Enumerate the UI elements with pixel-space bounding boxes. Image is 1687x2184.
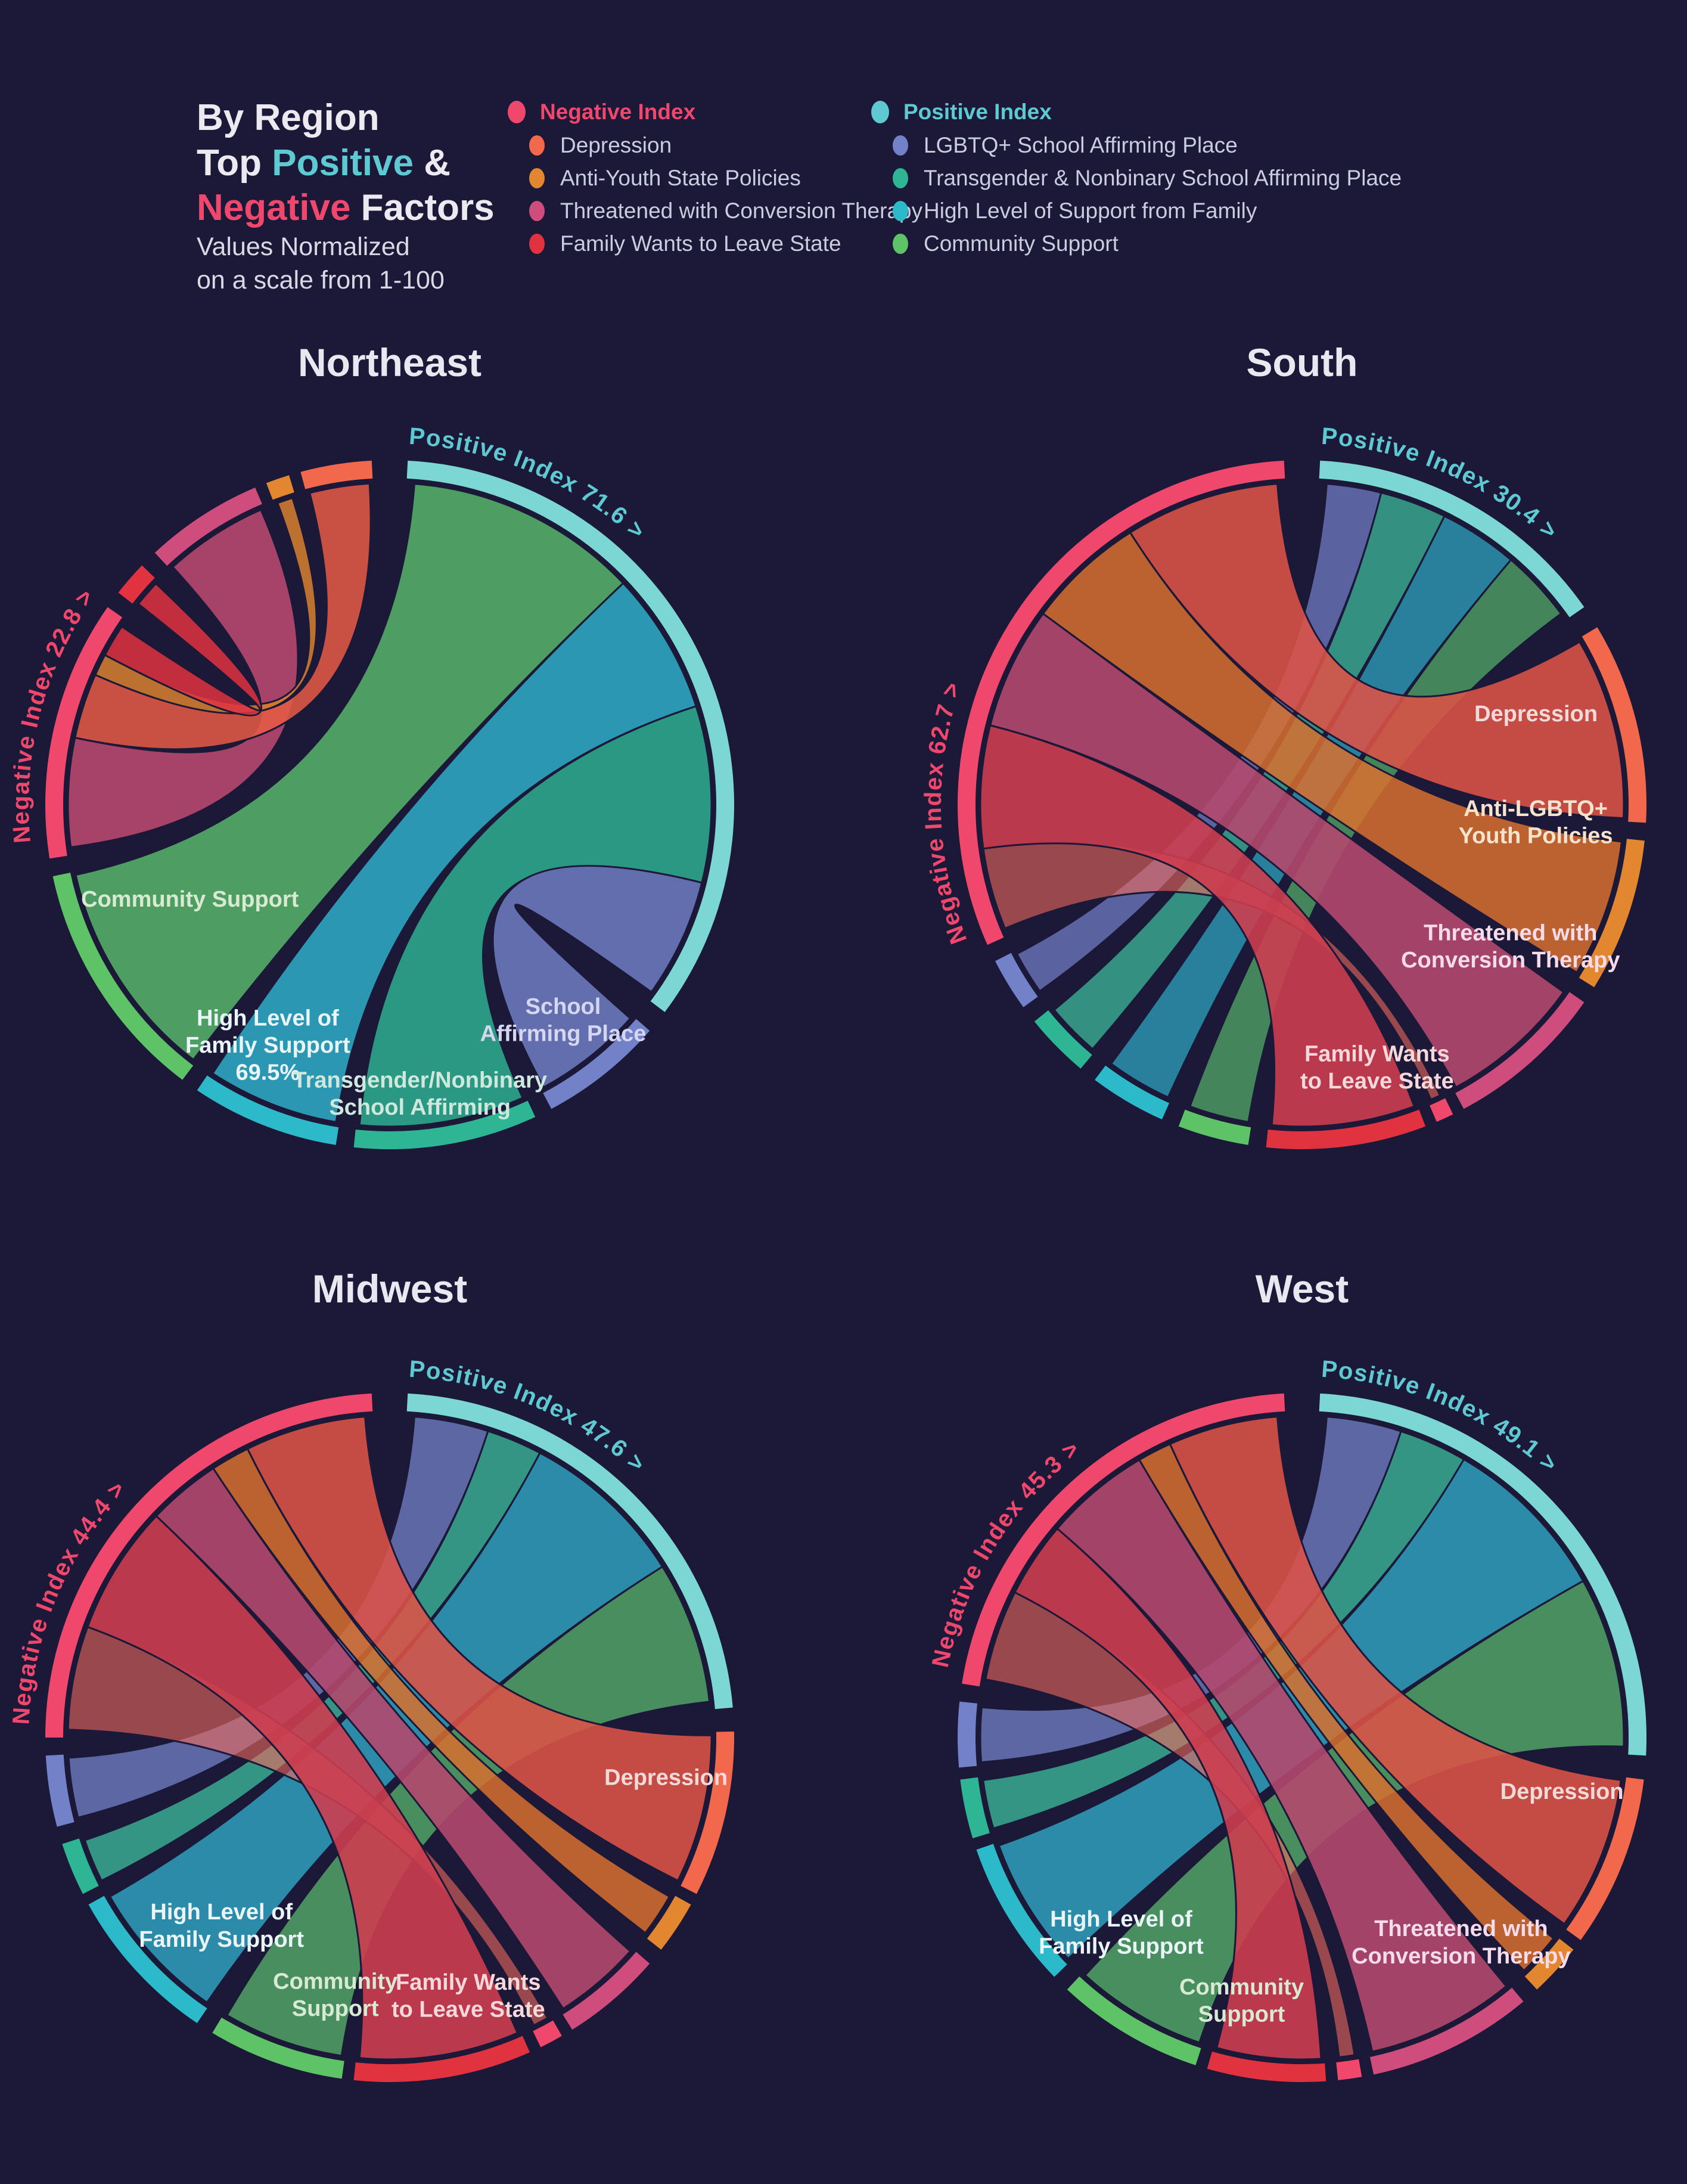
legend-item-family-support: High Level of Support from Family xyxy=(893,194,1402,227)
region-title-midwest: Midwest xyxy=(312,1267,468,1311)
region-title-south: South xyxy=(1246,340,1358,384)
legend-positive-header: Positive Index xyxy=(871,95,1402,128)
page-title-line2: Top Positive & xyxy=(197,141,495,186)
family-leave-state-dot-icon xyxy=(529,233,545,254)
legend-item-label: High Level of Support from Family xyxy=(924,198,1257,223)
legend-item-label: Anti-Youth State Policies xyxy=(560,165,801,190)
lgbtq-school-affirming-dot-icon xyxy=(893,135,908,156)
community-support-dot-icon xyxy=(893,233,908,254)
legend-positive-header-label: Positive Index xyxy=(903,99,1052,124)
conversion-therapy-dot-icon xyxy=(529,200,545,221)
region-title-northeast: Northeast xyxy=(297,340,482,384)
legend-item-lgbtq-school-affirming: LGBTQ+ School Affirming Place xyxy=(893,129,1402,162)
legend-negative-column: Negative Index Depression Anti-Youth Sta… xyxy=(508,95,922,260)
anti-youth-policies-dot-icon xyxy=(529,167,545,188)
negative-index-dot-icon xyxy=(508,100,526,123)
title-text: & xyxy=(414,142,451,184)
title-negative-word: Negative xyxy=(197,187,351,229)
chord-diagram-west: Positive Index 49.1 > Negative Index 45.3… xyxy=(915,1350,1687,2125)
legend-item-community-support: Community Support xyxy=(893,227,1402,260)
page-title: By Region xyxy=(197,97,380,138)
legend-negative-header-label: Negative Index xyxy=(540,99,696,124)
legend-item-label: Threatened with Conversion Therapy xyxy=(560,198,923,223)
legend-item-conversion-therapy: Threatened with Conversion Therapy xyxy=(529,194,922,227)
subtitle-line1: Values Normalized xyxy=(197,232,410,261)
chord-svg-midwest: Positive Index 47.6 >Negative Index 44.4… xyxy=(8,1356,734,2082)
title-text: Top xyxy=(197,142,272,184)
svg-text:Depression: Depression xyxy=(1474,702,1598,727)
title-block: By Region Top Positive & Negative Factor… xyxy=(197,95,495,297)
trans-nonbinary-school-dot-icon xyxy=(893,167,908,188)
legend-negative-header: Negative Index xyxy=(508,95,922,128)
legend-item-trans-nonbinary-school: Transgender & Nonbinary School Affirming… xyxy=(893,162,1402,194)
page-title-line3: Negative Factors xyxy=(197,185,495,231)
legend-item-family-leave-state: Family Wants to Leave State xyxy=(529,227,922,260)
chord-diagram-south: Positive Index 30.4 > Negative Index 62.7… xyxy=(915,417,1687,1192)
title-positive-word: Positive xyxy=(272,142,414,184)
chord-svg-south: Positive Index 30.4 >Negative Index 62.7… xyxy=(920,423,1647,1149)
chord-svg-west: Positive Index 49.1 >Negative Index 45.3… xyxy=(927,1356,1647,2082)
family-support-dot-icon xyxy=(893,200,908,221)
legend-item-label: Family Wants to Leave State xyxy=(560,231,841,256)
title-text: Factors xyxy=(350,187,495,229)
chord-svg-northeast: Positive Index 71.6 >Negative Index 22.8… xyxy=(8,423,735,1149)
svg-text:Depression: Depression xyxy=(604,1766,728,1791)
positive-index-dot-icon xyxy=(871,100,889,123)
region-title-west: West xyxy=(1255,1267,1349,1311)
chord-diagram-northeast: Positive Index 71.6 > Negative Index 22.8… xyxy=(2,417,777,1192)
legend-item-label: Depression xyxy=(560,132,672,157)
chord-diagram-midwest: Positive Index 47.6 > Negative Index 44.4… xyxy=(2,1350,777,2125)
depression-dot-icon xyxy=(529,135,545,156)
legend-item-label: LGBTQ+ School Affirming Place xyxy=(924,132,1238,157)
subtitle-line2: on a scale from 1-100 xyxy=(197,265,445,294)
legend-item-anti-youth-policies: Anti-Youth State Policies xyxy=(529,162,922,194)
svg-text:Depression: Depression xyxy=(1500,1779,1624,1804)
legend-item-depression: Depression xyxy=(529,129,922,162)
legend-positive-column: Positive Index LGBTQ+ School Affirming P… xyxy=(871,95,1402,260)
svg-text:Anti-LGBTQ+Youth Policies: Anti-LGBTQ+ Youth Policies xyxy=(1459,796,1613,849)
legend-item-label: Community Support xyxy=(924,231,1119,256)
legend-item-label: Transgender & Nonbinary School Affirming… xyxy=(924,165,1402,190)
svg-text:Community Support: Community Support xyxy=(81,887,299,912)
